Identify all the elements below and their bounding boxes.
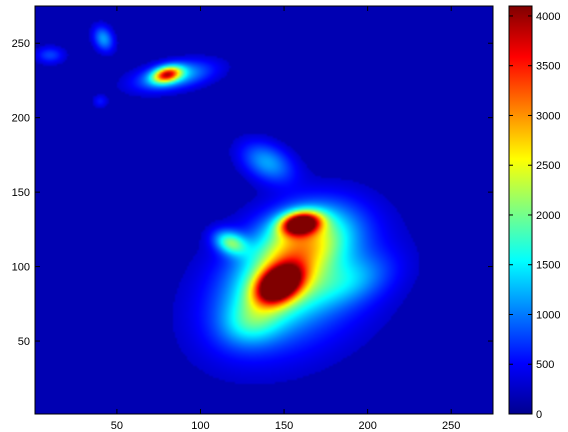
heatmap-image — [35, 6, 493, 414]
colorbar-gradient — [508, 5, 533, 415]
y-axis: 50 100 150 200 250 — [12, 38, 493, 348]
colorbar-tick-label: 3500 — [536, 61, 560, 73]
colorbar-tick-label: 2500 — [536, 160, 560, 172]
colorbar-tick-label: 1000 — [536, 309, 560, 321]
y-tick-label: 50 — [18, 336, 30, 348]
y-tick-label: 200 — [12, 113, 30, 125]
colorbar-tick-label: 1500 — [536, 260, 560, 272]
x-tick-label: 50 — [111, 420, 123, 432]
colorbar-tick-label: 0 — [536, 409, 542, 421]
colorbar-tick-label: 4000 — [536, 11, 560, 23]
colorbar-tick-label: 3000 — [536, 110, 560, 122]
colorbar: 0 500 1000 1500 2000 2500 3000 3500 4000 — [508, 5, 560, 421]
y-tick-label: 100 — [12, 262, 30, 274]
colorbar-tick-label: 500 — [536, 359, 554, 371]
x-tick-label: 150 — [275, 420, 293, 432]
y-tick-label: 250 — [12, 38, 30, 50]
colorbar-tick-label: 2000 — [536, 210, 560, 222]
colorbar-ticks: 0 500 1000 1500 2000 2500 3000 3500 4000 — [509, 11, 560, 421]
x-tick-label: 200 — [358, 420, 376, 432]
heatmap-axes: 50 100 150 200 250 50 100 150 200 250 — [12, 5, 494, 432]
y-tick-label: 150 — [12, 187, 30, 199]
x-tick-label: 100 — [191, 420, 209, 432]
x-axis: 50 100 150 200 250 — [111, 6, 460, 432]
plot-frame — [34, 5, 494, 415]
x-tick-label: 250 — [442, 420, 460, 432]
